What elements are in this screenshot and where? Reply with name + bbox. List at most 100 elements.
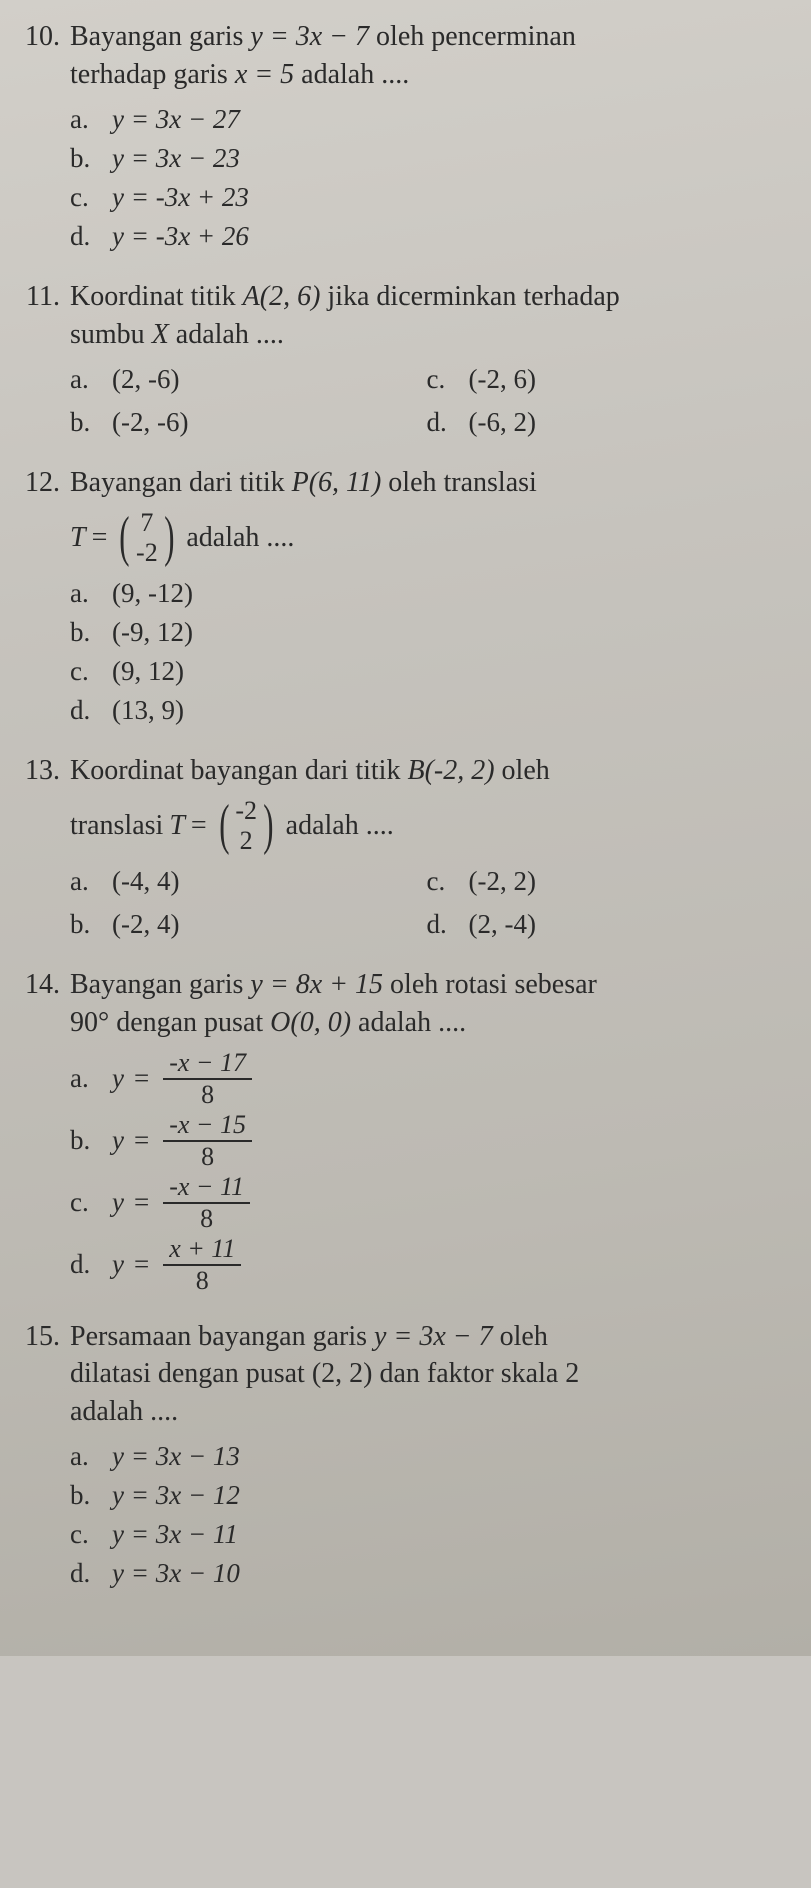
option-letter: a.: [70, 360, 98, 399]
option-c: c. y = -x − 11 8: [70, 1172, 783, 1234]
option-c: c.y = -3x + 23: [70, 178, 783, 217]
option-letter: b.: [70, 1121, 98, 1160]
option-letter: a.: [70, 100, 98, 139]
option-b: b. y = 3x − 12: [70, 1476, 783, 1515]
question-text: Koordinat bayangan dari titik B(-2, 2) o…: [70, 752, 783, 856]
question-number: 13.: [14, 752, 60, 790]
option-d: d. y = x + 11 8: [70, 1234, 783, 1296]
text: translasi: [70, 807, 163, 845]
option-letter: a.: [70, 574, 98, 613]
option-a: a. y = 3x − 13: [70, 1437, 783, 1476]
text: oleh: [495, 755, 550, 786]
options: a.y = 3x − 13 b.y = 3x − 12 c.y = 3x − 1…: [70, 1437, 783, 1594]
question-13: 13. Koordinat bayangan dari titik B(-2, …: [14, 752, 783, 944]
option-a: a.(2, -6): [70, 360, 427, 399]
denominator: 8: [163, 1202, 250, 1232]
text: adalah ....: [351, 1007, 466, 1038]
option-text: y = 3x − 27: [112, 100, 240, 139]
option-c: c.(-2, 2): [427, 862, 784, 901]
option-letter: b.: [70, 139, 98, 178]
question-text: Bayangan garis y = 8x + 15 oleh rotasi s…: [70, 966, 783, 1042]
denominator: 8: [163, 1140, 252, 1170]
option-c: c.(9, 12): [70, 652, 783, 691]
question-number: 11.: [14, 278, 60, 316]
option-text: (-9, 12): [112, 613, 193, 652]
options: a.(-4, 4) c.(-2, 2) b.(-2, 4) d.(2, -4): [70, 862, 783, 944]
question-number: 12.: [14, 464, 60, 502]
question-10: 10. Bayangan garis y = 3x − 7 oleh pence…: [14, 18, 783, 256]
option-b: b. y = 3x − 23: [70, 139, 783, 178]
question-14: 14. Bayangan garis y = 8x + 15 oleh rota…: [14, 966, 783, 1296]
y-label: y: [112, 1059, 124, 1098]
text: 90° dengan pusat: [70, 1007, 270, 1038]
fraction: x + 11 8: [163, 1235, 241, 1294]
text: Bayangan dari titik: [70, 467, 292, 498]
question-11: 11. Koordinat titik A(2, 6) jika dicermi…: [14, 278, 783, 442]
equation: y = 3x − 7: [250, 21, 369, 52]
option-letter: d.: [70, 217, 98, 256]
text: oleh rotasi sebesar: [383, 969, 597, 1000]
options: a.(2, -6) c.(-2, 6) b.(-2, -6) d.(-6, 2): [70, 360, 783, 442]
text: oleh pencerminan: [369, 21, 576, 52]
fraction: -x − 11 8: [163, 1173, 250, 1232]
option-letter: c.: [427, 360, 455, 399]
option-text: y = 3x − 10: [112, 1554, 240, 1593]
option-letter: d.: [427, 403, 455, 442]
option-text: y = 3x − 13: [112, 1437, 240, 1476]
point: P(6, 11): [292, 467, 382, 498]
option-b: b. y = -x − 15 8: [70, 1110, 783, 1172]
option-letter: a.: [70, 1437, 98, 1476]
question-text: Koordinat titik A(2, 6) jika dicerminkan…: [70, 278, 783, 354]
matrix-top: 7: [140, 508, 153, 538]
text: Persamaan bayangan garis: [70, 1321, 374, 1352]
equals: =: [134, 1245, 149, 1284]
question-number: 14.: [14, 966, 60, 1004]
point: A(2, 6): [243, 281, 321, 312]
option-a: a. y = -x − 17 8: [70, 1048, 783, 1110]
option-d: d.y = -3x + 26: [70, 217, 783, 256]
option-d: d.(13, 9): [70, 691, 783, 730]
option-b: b. (-9, 12): [70, 613, 783, 652]
option-c: c. (-2, 6): [427, 360, 784, 399]
option-text: (9, 12): [112, 652, 184, 691]
options: a.(9, -12) b.(-9, 12) c.(9, 12) d.(13, 9…: [70, 574, 783, 731]
option-text: y = 3x − 23: [112, 139, 240, 178]
text: Bayangan garis: [70, 21, 250, 52]
question-number: 15.: [14, 1318, 60, 1356]
paren-right: ): [164, 515, 174, 560]
question-12: 12. Bayangan dari titik P(6, 11) oleh tr…: [14, 464, 783, 730]
equals: =: [92, 519, 108, 557]
question-text: Bayangan dari titik P(6, 11) oleh transl…: [70, 464, 783, 568]
question-15: 15. Persamaan bayangan garis y = 3x − 7 …: [14, 1318, 783, 1594]
text: adalah ....: [186, 519, 294, 557]
option-d: d.y = 3x − 10: [70, 1554, 783, 1593]
equals: =: [134, 1059, 149, 1098]
text: oleh: [493, 1321, 548, 1352]
option-text: (-6, 2): [469, 403, 536, 442]
option-letter: b.: [70, 905, 98, 944]
option-text: (-2, 4): [112, 905, 179, 944]
option-text: (-2, 6): [469, 360, 536, 399]
paren-right: ): [263, 803, 273, 848]
option-letter: d.: [70, 1245, 98, 1284]
question-text: Persamaan bayangan garis y = 3x − 7 oleh…: [70, 1318, 783, 1431]
option-text: (-2, -6): [112, 403, 188, 442]
question-number: 10.: [14, 18, 60, 56]
matrix-bot: 2: [240, 826, 253, 856]
text: jika dicerminkan terhadap: [320, 281, 619, 312]
y-label: y: [112, 1245, 124, 1284]
option-letter: d.: [427, 905, 455, 944]
option-text: y = 3x − 12: [112, 1476, 240, 1515]
text: adalah ....: [286, 807, 394, 845]
text: adalah ....: [294, 59, 409, 90]
matrix: ( 7 -2 ): [115, 508, 178, 568]
equals: =: [134, 1183, 149, 1222]
equals: =: [134, 1121, 149, 1160]
numerator: -x − 15: [163, 1111, 252, 1139]
option-letter: b.: [70, 613, 98, 652]
option-text: (-4, 4): [112, 862, 179, 901]
option-letter: b.: [70, 1476, 98, 1515]
option-b: b. (-2, 4): [70, 905, 427, 944]
equation: y = 3x − 7: [374, 1321, 493, 1352]
point: B(-2, 2): [407, 755, 494, 786]
